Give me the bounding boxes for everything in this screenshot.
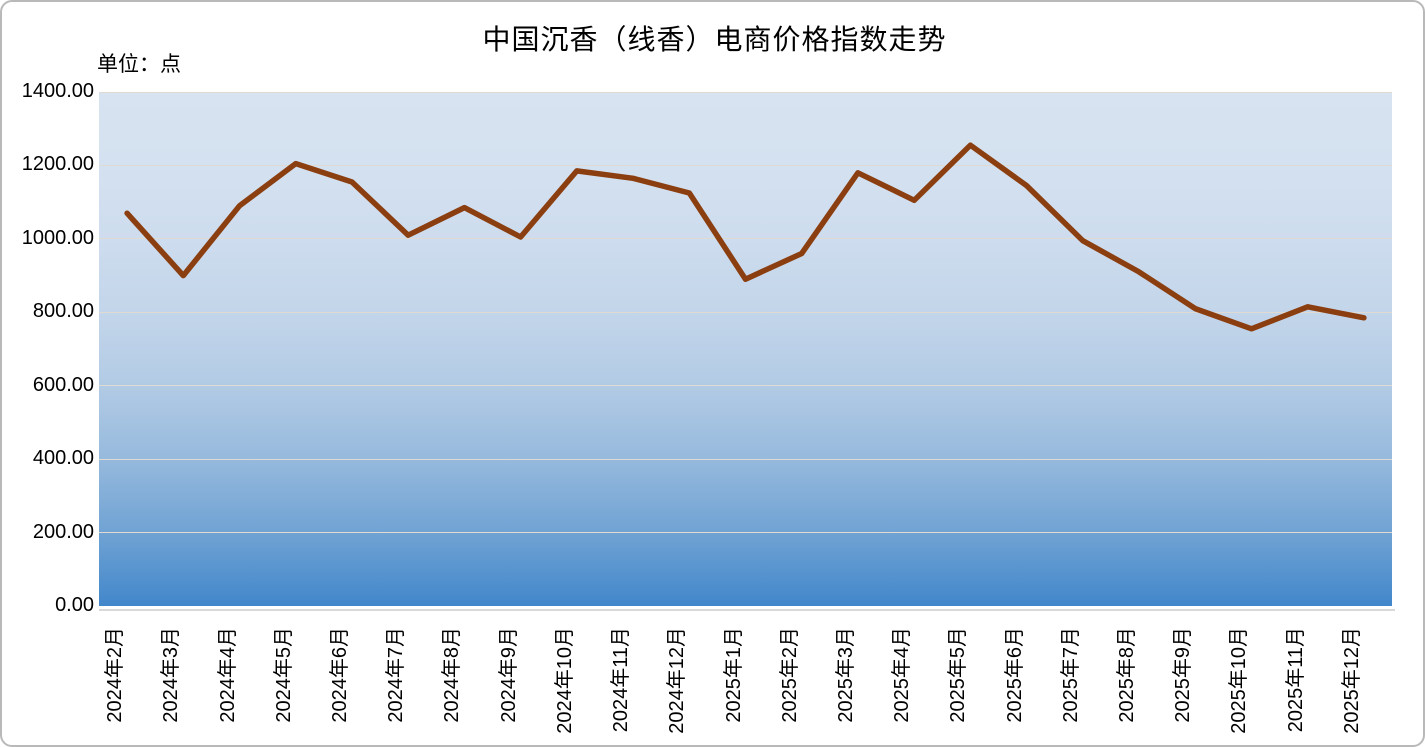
x-axis-tick-label: 2024年2月	[104, 627, 127, 723]
gridline	[99, 91, 1392, 93]
gridline	[99, 164, 1392, 166]
x-axis-tick-label: 2024年10月	[553, 627, 576, 734]
gridline	[99, 532, 1392, 534]
gridline	[99, 238, 1392, 240]
x-axis-tick-label: 2025年3月	[834, 627, 857, 723]
price-index-line	[124, 142, 1367, 332]
x-axis-tick-label: 2025年5月	[947, 627, 970, 723]
series-layer	[124, 142, 1367, 332]
x-axis-tick-label: 2024年3月	[160, 627, 183, 723]
y-axis-tick-label: 600.00	[32, 373, 94, 396]
unit-label: 单位：点	[97, 53, 181, 76]
y-axis-tick-label: 1000.00	[21, 226, 94, 249]
x-axis-tick-label: 2024年6月	[328, 627, 351, 723]
x-axis-line	[99, 609, 1395, 611]
x-axis-tick-label: 2024年4月	[216, 627, 239, 723]
x-axis-tick-label: 2024年8月	[441, 627, 464, 723]
x-axis-tick-label: 2025年6月	[1003, 627, 1026, 723]
chart-title: 中国沉香（线香）电商价格指数走势	[482, 24, 947, 55]
x-axis-tick-label: 2025年9月	[1172, 627, 1195, 723]
plot-area	[99, 91, 1392, 606]
y-axis-tick-label: 400.00	[32, 447, 94, 470]
x-axis-tick-label: 2024年9月	[497, 627, 520, 723]
x-axis-tick-label: 2025年4月	[891, 627, 914, 723]
y-axis-tick-label: 1400.00	[21, 80, 94, 102]
x-axis-tick-label: 2024年7月	[385, 627, 408, 723]
x-axis-tick-label: 2024年11月	[610, 627, 633, 733]
gridline	[99, 458, 1392, 460]
x-axis-tick-label: 2024年12月	[666, 627, 689, 734]
x-axis-tick-label: 2025年7月	[1059, 627, 1082, 723]
y-axis-tick-label: 800.00	[32, 300, 94, 323]
y-axis-tick-label: 0.00	[55, 594, 94, 616]
x-axis-tick-label: 2025年11月	[1284, 627, 1307, 733]
x-axis-tick-label: 2025年1月	[722, 627, 745, 723]
gridline	[99, 385, 1392, 387]
x-axis-tick-label: 2025年8月	[1116, 627, 1139, 723]
x-axis-tick-label: 2025年12月	[1340, 627, 1363, 734]
x-axis-tick-label: 2024年5月	[272, 627, 295, 723]
gridline	[99, 311, 1392, 313]
y-axis-tick-label: 200.00	[32, 520, 94, 543]
y-axis-tick-label: 1200.00	[21, 153, 94, 176]
x-axis-tick-label: 2025年2月	[778, 627, 801, 723]
x-axis-tick-label: 2025年10月	[1228, 627, 1251, 734]
